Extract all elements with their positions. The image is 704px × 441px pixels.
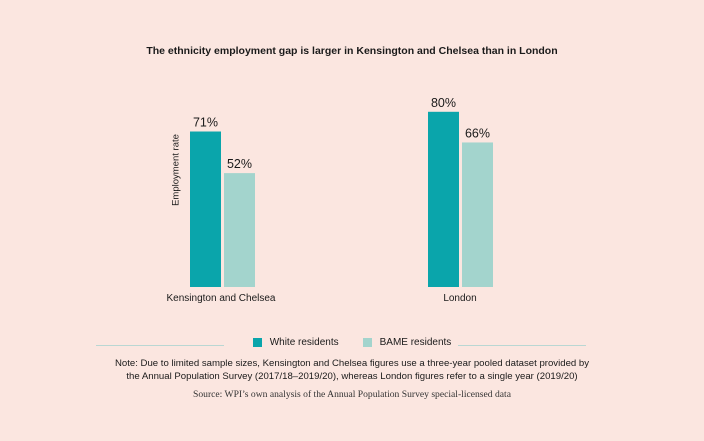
legend-item-bame: BAME residents	[362, 337, 452, 348]
data-label-bame-london: 66%	[465, 126, 490, 140]
legend-label-white: White residents	[269, 337, 339, 348]
category-label-kensington: Kensington and Chelsea	[166, 293, 276, 304]
bar-white-london	[428, 111, 459, 287]
chart-source: Source: WPI’s own analysis of the Annual…	[193, 389, 511, 400]
category-label-london: London	[443, 293, 477, 304]
data-label-white-london: 80%	[431, 96, 456, 110]
legend-rule-left	[96, 345, 224, 346]
legend-rule-right	[458, 345, 586, 346]
data-label-white-kensington: 71%	[193, 116, 218, 130]
legend: White residents BAME residents	[0, 337, 704, 348]
bar-white-kensington	[190, 131, 221, 287]
legend-swatch-white	[252, 338, 262, 347]
note-line-2: the Annual Population Survey (2017/18–20…	[126, 371, 578, 382]
note-line-1: Note: Due to limited sample sizes, Kensi…	[114, 358, 590, 369]
chart-note: Note: Due to limited sample sizes, Kensi…	[0, 357, 704, 383]
data-label-bame-kensington: 52%	[227, 157, 252, 171]
legend-swatch-bame	[362, 338, 372, 347]
legend-label-bame: BAME residents	[379, 337, 452, 348]
chart-title: The ethnicity employment gap is larger i…	[146, 45, 558, 57]
bar-bame-london	[462, 142, 493, 287]
legend-item-white: White residents	[252, 337, 339, 348]
bar-bame-kensington	[224, 173, 255, 287]
